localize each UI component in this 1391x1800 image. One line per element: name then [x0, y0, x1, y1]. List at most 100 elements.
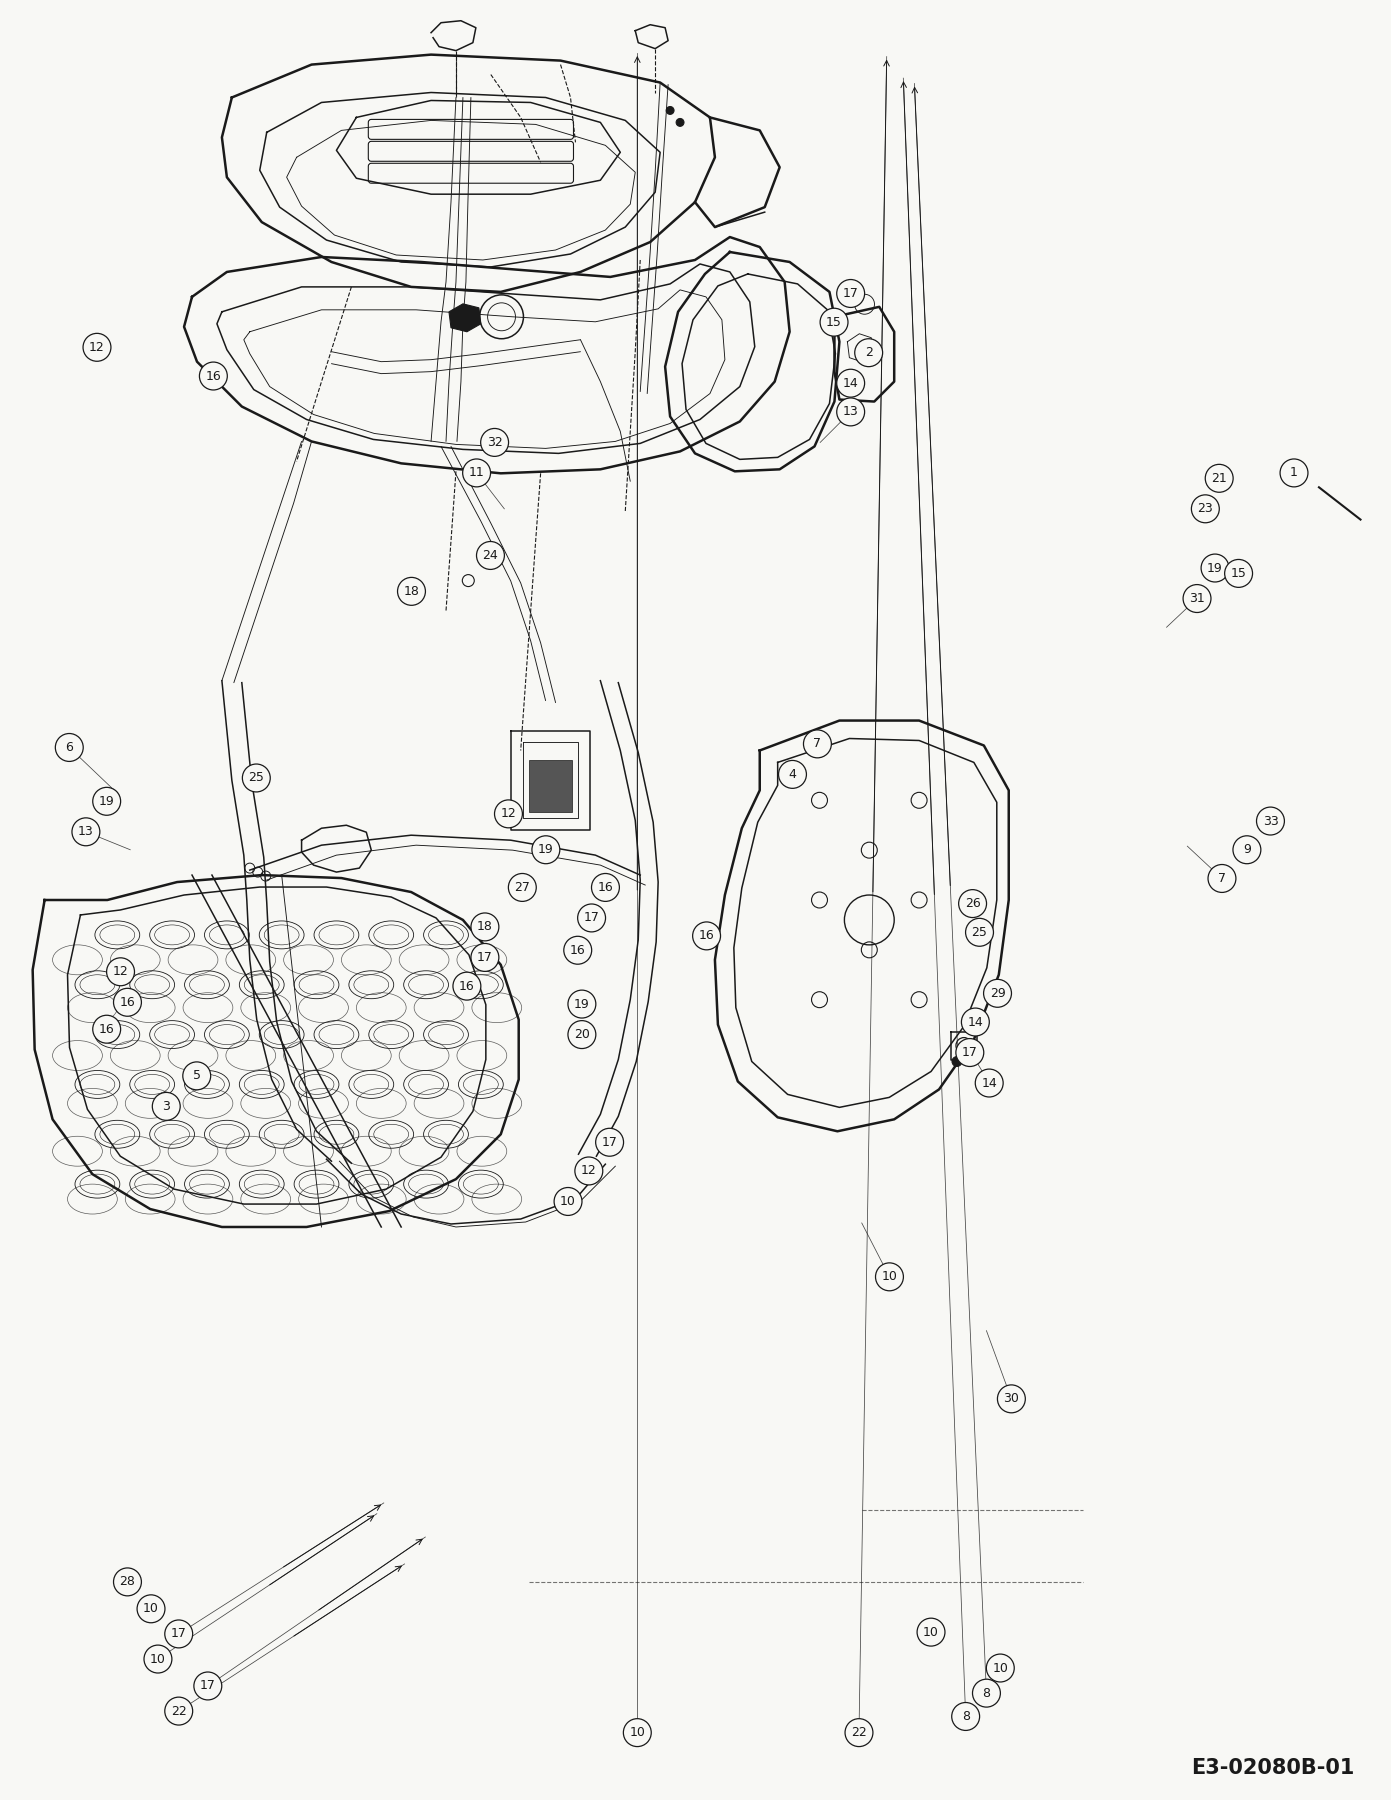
- Text: 30: 30: [1003, 1393, 1020, 1406]
- Text: 29: 29: [989, 986, 1006, 999]
- Text: 15: 15: [826, 315, 842, 329]
- Circle shape: [623, 1719, 651, 1746]
- Text: 9: 9: [1244, 842, 1251, 857]
- Circle shape: [837, 398, 865, 427]
- Text: 33: 33: [1263, 815, 1278, 828]
- Text: 12: 12: [89, 340, 104, 355]
- Circle shape: [472, 913, 499, 941]
- Circle shape: [531, 835, 559, 864]
- Text: 10: 10: [882, 1271, 897, 1283]
- Text: 14: 14: [843, 376, 858, 391]
- Text: 22: 22: [851, 1726, 867, 1739]
- Circle shape: [958, 889, 986, 918]
- Circle shape: [875, 1264, 903, 1291]
- Circle shape: [1192, 495, 1220, 522]
- Text: 26: 26: [965, 896, 981, 911]
- Circle shape: [93, 1015, 121, 1044]
- Circle shape: [804, 731, 832, 758]
- Circle shape: [1207, 864, 1237, 893]
- Circle shape: [145, 1645, 172, 1672]
- Circle shape: [193, 1672, 221, 1699]
- Text: 16: 16: [206, 369, 221, 383]
- Text: 17: 17: [602, 1136, 618, 1148]
- Circle shape: [854, 338, 883, 367]
- Text: 2: 2: [865, 346, 872, 360]
- Circle shape: [56, 734, 83, 761]
- Text: 13: 13: [78, 826, 93, 839]
- Text: 18: 18: [477, 920, 492, 934]
- Text: 17: 17: [963, 1046, 978, 1058]
- Text: 16: 16: [120, 995, 135, 1008]
- Circle shape: [508, 873, 537, 902]
- Text: 12: 12: [501, 808, 516, 821]
- Text: 10: 10: [992, 1661, 1008, 1674]
- Circle shape: [495, 799, 523, 828]
- Circle shape: [164, 1697, 193, 1724]
- Circle shape: [574, 1157, 602, 1184]
- Text: 14: 14: [968, 1015, 983, 1028]
- Circle shape: [956, 1039, 983, 1066]
- Circle shape: [1184, 585, 1212, 612]
- Text: 20: 20: [574, 1028, 590, 1040]
- Circle shape: [242, 763, 270, 792]
- Text: 4: 4: [789, 769, 797, 781]
- Text: 23: 23: [1198, 502, 1213, 515]
- Text: 10: 10: [143, 1602, 159, 1615]
- Text: 13: 13: [843, 405, 858, 418]
- Circle shape: [693, 922, 721, 950]
- Circle shape: [481, 428, 509, 457]
- Text: 17: 17: [171, 1627, 186, 1640]
- Circle shape: [983, 979, 1011, 1008]
- Circle shape: [114, 1568, 142, 1597]
- Circle shape: [965, 1053, 976, 1062]
- Circle shape: [595, 1129, 623, 1156]
- Circle shape: [138, 1595, 166, 1624]
- Text: 10: 10: [629, 1726, 645, 1739]
- Circle shape: [965, 918, 993, 947]
- Circle shape: [975, 1069, 1003, 1096]
- Circle shape: [93, 787, 121, 815]
- Circle shape: [837, 279, 865, 308]
- Circle shape: [951, 1703, 979, 1730]
- Text: 31: 31: [1189, 592, 1205, 605]
- Text: 17: 17: [477, 950, 492, 965]
- Text: 19: 19: [1207, 562, 1223, 574]
- Circle shape: [563, 936, 591, 965]
- Circle shape: [577, 904, 605, 932]
- Text: 7: 7: [814, 738, 822, 751]
- Text: 16: 16: [698, 929, 715, 943]
- Circle shape: [1224, 560, 1252, 587]
- Circle shape: [477, 542, 505, 569]
- Circle shape: [821, 308, 849, 337]
- Text: 24: 24: [483, 549, 498, 562]
- Circle shape: [107, 958, 135, 986]
- Circle shape: [1280, 459, 1308, 486]
- Text: E3-02080B-01: E3-02080B-01: [1192, 1759, 1355, 1778]
- Circle shape: [779, 760, 807, 788]
- Circle shape: [917, 1618, 944, 1645]
- Text: 12: 12: [113, 965, 128, 977]
- Circle shape: [83, 333, 111, 362]
- Circle shape: [1205, 464, 1234, 491]
- Text: 19: 19: [99, 796, 114, 808]
- Text: 14: 14: [981, 1076, 997, 1089]
- Circle shape: [453, 972, 481, 1001]
- Text: 17: 17: [584, 911, 600, 925]
- Circle shape: [199, 362, 227, 391]
- Text: 28: 28: [120, 1575, 135, 1588]
- Text: 1: 1: [1289, 466, 1298, 479]
- Text: 19: 19: [538, 842, 554, 857]
- Circle shape: [182, 1062, 210, 1089]
- Circle shape: [398, 578, 426, 605]
- Circle shape: [153, 1093, 181, 1120]
- Circle shape: [1256, 806, 1284, 835]
- Text: 16: 16: [99, 1022, 114, 1035]
- Polygon shape: [449, 304, 481, 331]
- Text: 7: 7: [1219, 871, 1225, 886]
- Circle shape: [164, 1620, 193, 1647]
- Text: 15: 15: [1231, 567, 1246, 580]
- Circle shape: [666, 106, 675, 115]
- Circle shape: [972, 1679, 1000, 1706]
- Text: 22: 22: [171, 1705, 186, 1717]
- Text: 25: 25: [971, 925, 988, 940]
